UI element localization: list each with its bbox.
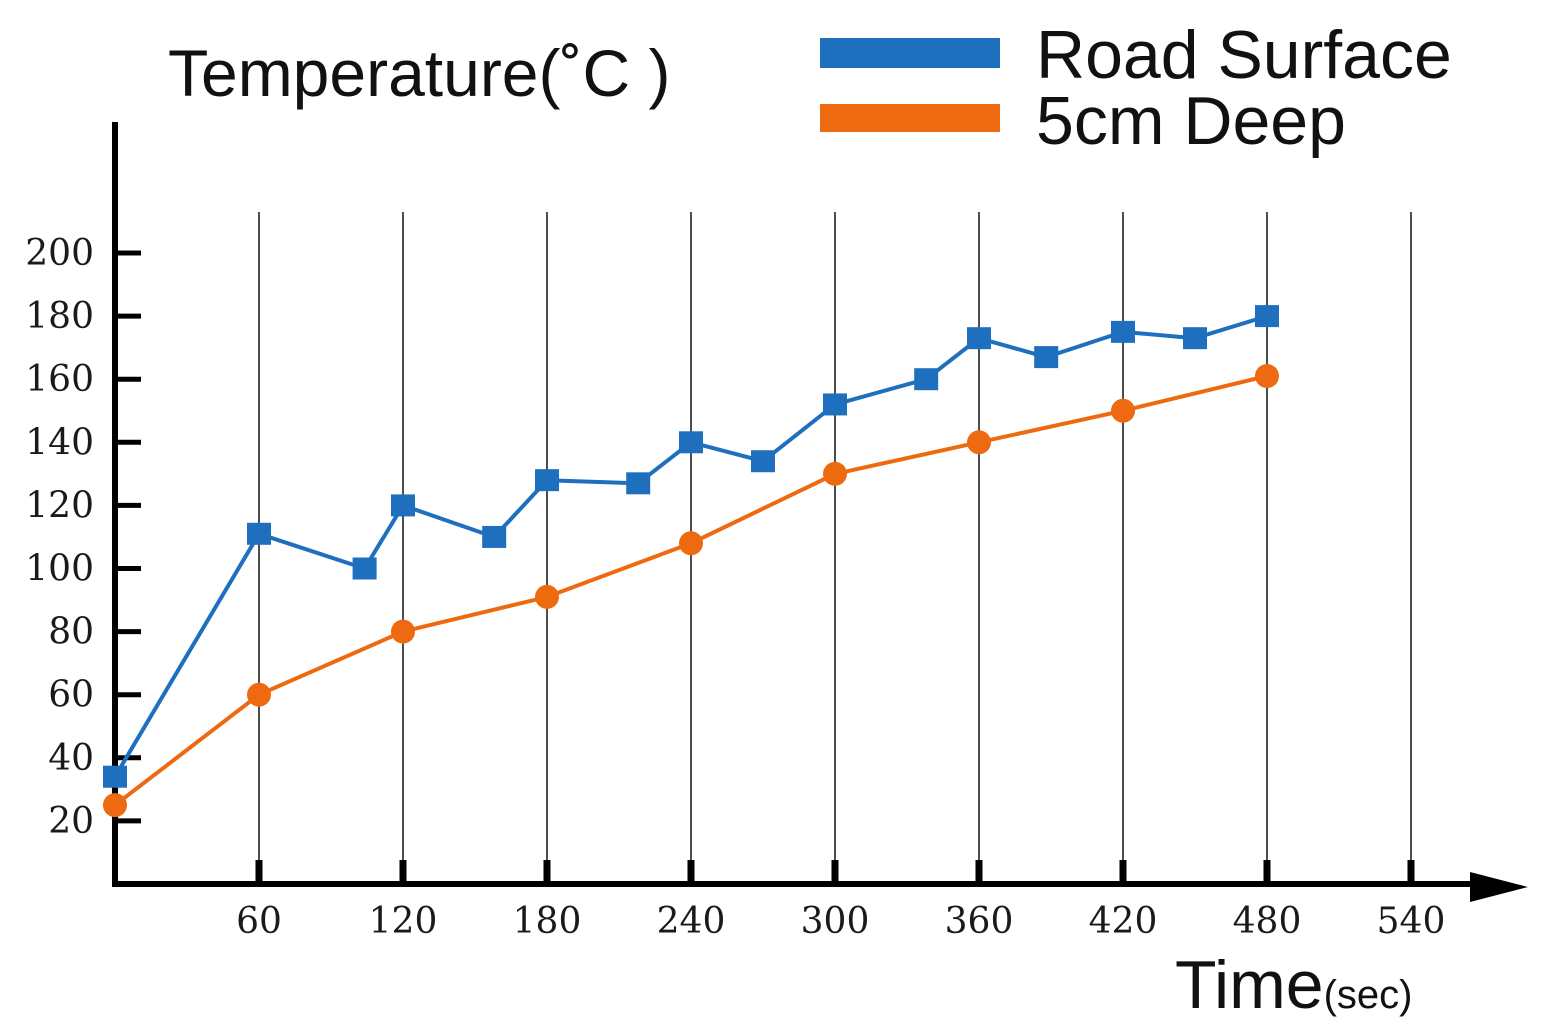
point-road-surface-7	[679, 431, 703, 454]
legend: Road Surface 5cm Deep	[820, 17, 1452, 159]
tick-labels: 60 120 180 240 300 360 420 480 540 20 40 60 80 100 120…	[25, 233, 1445, 942]
point-road-surface-2	[352, 557, 377, 580]
point-road-surface-11	[967, 327, 991, 350]
point-road-surface-10	[914, 368, 939, 391]
point-5cm-deep-3	[535, 584, 559, 609]
x-tick-label-480: 480	[1233, 901, 1302, 942]
point-5cm-deep-0	[103, 793, 127, 818]
series-markers	[103, 305, 1279, 818]
point-5cm-deep-2	[391, 619, 415, 644]
x-tick-label-360: 360	[945, 901, 1014, 942]
y-tick-label-100: 100	[25, 549, 94, 590]
x-axis-title-main: Time	[1175, 947, 1324, 1023]
point-road-surface-13	[1111, 320, 1135, 343]
y-tick-label-120: 120	[25, 485, 94, 526]
point-5cm-deep-6	[967, 430, 991, 455]
point-5cm-deep-7	[1111, 398, 1135, 423]
point-road-surface-15	[1255, 305, 1279, 328]
point-5cm-deep-1	[247, 682, 271, 707]
x-axis-arrowhead	[1470, 872, 1528, 902]
axes	[112, 122, 1528, 902]
x-tick-label-120: 120	[369, 901, 438, 942]
legend-swatch-5cm-deep	[820, 104, 1000, 132]
legend-swatch-road-surface	[820, 38, 1000, 68]
x-axis-title: Time(sec)	[1175, 947, 1412, 1023]
point-road-surface-4	[482, 525, 507, 548]
y-tick-label-140: 140	[25, 422, 94, 463]
x-tick-label-540: 540	[1377, 901, 1446, 942]
series-line-road-surface	[113, 314, 1268, 778]
vertical-gridlines	[258, 212, 1412, 884]
y-tick-label-80: 80	[48, 612, 94, 653]
x-axis-title-unit: (sec)	[1324, 973, 1413, 1017]
y-tick-label-160: 160	[25, 359, 94, 400]
y-tick-label-200: 200	[25, 233, 94, 274]
point-road-surface-14	[1183, 327, 1207, 350]
point-road-surface-8	[751, 450, 775, 473]
point-road-surface-5	[535, 469, 559, 492]
y-tick-label-60: 60	[48, 675, 94, 716]
point-road-surface-0	[103, 765, 127, 788]
point-road-surface-3	[391, 494, 415, 517]
y-tick-label-20: 20	[48, 801, 94, 842]
point-5cm-deep-4	[679, 531, 703, 556]
point-road-surface-9	[823, 393, 847, 416]
point-5cm-deep-8	[1255, 364, 1279, 389]
y-axis-title: Temperature(˚C )	[168, 36, 670, 110]
x-tick-label-300: 300	[801, 901, 870, 942]
x-tick-label-420: 420	[1089, 901, 1158, 942]
point-road-surface-1	[247, 522, 271, 545]
y-tick-label-180: 180	[25, 296, 94, 337]
point-5cm-deep-5	[823, 461, 847, 486]
x-tick-label-240: 240	[657, 901, 726, 942]
legend-label-5cm-deep: 5cm Deep	[1036, 83, 1346, 159]
point-road-surface-12	[1034, 346, 1059, 369]
x-tick-label-180: 180	[513, 901, 582, 942]
x-tick-label-60: 60	[236, 901, 282, 942]
y-tick-label-40: 40	[48, 738, 94, 779]
point-road-surface-6	[626, 472, 651, 495]
legend-label-road-surface: Road Surface	[1036, 17, 1452, 93]
